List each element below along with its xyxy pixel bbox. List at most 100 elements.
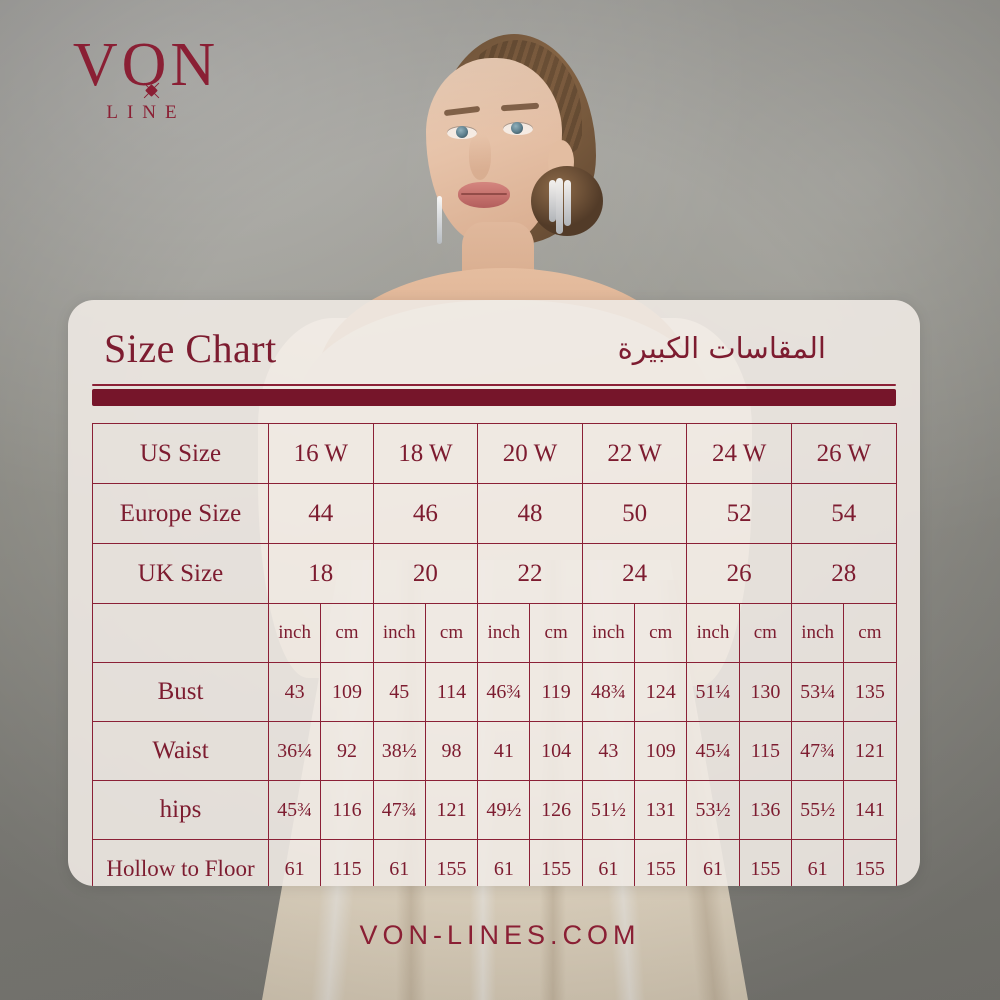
unit-header: inch xyxy=(477,603,531,663)
cell-europe-size-1: 44 xyxy=(268,483,374,544)
cell-hips: 51½ xyxy=(581,780,636,840)
cell-hollow-to-floor: 61 xyxy=(372,839,426,886)
cell-us-size-3: 20 W xyxy=(477,423,583,484)
cell-us-size-4: 22 W xyxy=(581,423,688,484)
cell-waist: 36¼ xyxy=(267,721,322,781)
unit-header: inch xyxy=(686,603,740,663)
row-label-hips: hips xyxy=(92,780,269,840)
table-row: US Size 16 W 18 W 20 W 22 W 24 W 26 W xyxy=(92,423,897,484)
unit-header: cm xyxy=(634,603,688,663)
cell-waist: 115 xyxy=(738,721,792,781)
cell-hips: 49½ xyxy=(477,780,531,840)
cell-us-size-6: 26 W xyxy=(790,423,897,484)
cell-bust: 45 xyxy=(372,662,426,722)
cell-hollow-to-floor: 155 xyxy=(843,839,897,886)
website-url[interactable]: VON-LINES.COM xyxy=(359,920,641,950)
cell-hips: 45¾ xyxy=(267,780,322,840)
unit-header: inch xyxy=(581,603,636,663)
earring-strand-b xyxy=(564,180,571,226)
cell-hollow-to-floor: 61 xyxy=(267,839,322,886)
cell-hips: 121 xyxy=(424,780,479,840)
cell-waist: 45¼ xyxy=(686,721,740,781)
table-row: UK Size 18 20 22 24 26 28 xyxy=(92,543,897,604)
logo-subtext: LINE xyxy=(106,102,186,123)
unit-header: cm xyxy=(843,603,897,663)
unit-header: cm xyxy=(738,603,792,663)
table-row: hips 45¾ 116 47¾ 121 49½ 126 51½ 131 53½… xyxy=(92,780,897,840)
cell-bust: 114 xyxy=(424,662,479,722)
cell-hips: 141 xyxy=(843,780,897,840)
brand-logo: VON LINE xyxy=(46,34,246,124)
iris-left xyxy=(456,126,468,138)
unit-header: inch xyxy=(267,603,322,663)
table-row: Waist 36¼ 92 38½ 98 41 104 43 109 45¼ 11… xyxy=(92,721,897,781)
row-label-units xyxy=(92,603,269,663)
cell-uk-size-6: 28 xyxy=(790,543,897,604)
size-table-wrapper: US Size 16 W 18 W 20 W 22 W 24 W 26 W Eu… xyxy=(92,423,897,886)
cell-hollow-to-floor: 61 xyxy=(686,839,740,886)
cell-hollow-to-floor: 61 xyxy=(477,839,531,886)
cell-waist: 92 xyxy=(320,721,374,781)
cell-waist: 109 xyxy=(634,721,688,781)
earring-strand-c xyxy=(549,180,556,222)
table-row-units: inch cm inch cm inch cm inch cm inch cm … xyxy=(92,603,897,663)
cell-bust: 46¾ xyxy=(477,662,531,722)
cell-uk-size-2: 20 xyxy=(372,543,479,604)
lips xyxy=(458,182,510,208)
unit-header: inch xyxy=(790,603,845,663)
cell-bust: 51¼ xyxy=(686,662,740,722)
page-title: Size Chart xyxy=(104,326,277,371)
cell-us-size-5: 24 W xyxy=(686,423,792,484)
divider-thin xyxy=(92,384,896,386)
card-header: Size Chart المقاسات الكبيرة xyxy=(96,320,892,378)
cell-waist: 38½ xyxy=(372,721,426,781)
cell-bust: 43 xyxy=(267,662,322,722)
cell-uk-size-4: 24 xyxy=(581,543,688,604)
table-row: Europe Size 44 46 48 50 52 54 xyxy=(92,483,897,544)
cell-waist: 41 xyxy=(477,721,531,781)
cell-hips: 136 xyxy=(738,780,792,840)
cell-europe-size-4: 50 xyxy=(581,483,688,544)
cell-bust: 124 xyxy=(634,662,688,722)
unit-header: inch xyxy=(372,603,426,663)
table-row: Hollow to Floor 61 115 61 155 61 155 61 … xyxy=(92,839,897,886)
row-label-uk-size: UK Size xyxy=(92,543,269,604)
cell-europe-size-6: 54 xyxy=(790,483,897,544)
cell-hollow-to-floor: 115 xyxy=(320,839,374,886)
logo-wordmark: VON xyxy=(72,31,220,99)
cell-waist: 121 xyxy=(843,721,897,781)
cell-us-size-1: 16 W xyxy=(268,423,374,484)
cell-hollow-to-floor: 61 xyxy=(790,839,845,886)
cell-hips: 53½ xyxy=(686,780,740,840)
iris-right xyxy=(511,122,523,134)
cell-bust: 48¾ xyxy=(581,662,636,722)
cell-uk-size-5: 26 xyxy=(686,543,792,604)
unit-header: cm xyxy=(424,603,479,663)
diamond-star-icon xyxy=(145,84,158,97)
cell-us-size-2: 18 W xyxy=(372,423,479,484)
row-label-us-size: US Size xyxy=(92,423,269,484)
cell-hollow-to-floor: 155 xyxy=(738,839,792,886)
cell-hips: 47¾ xyxy=(372,780,426,840)
divider-bar xyxy=(92,389,896,406)
cell-hollow-to-floor: 155 xyxy=(634,839,688,886)
cell-waist: 104 xyxy=(529,721,583,781)
earring-strand-a xyxy=(556,178,563,234)
cell-uk-size-3: 22 xyxy=(477,543,583,604)
row-label-waist: Waist xyxy=(92,721,269,781)
cell-bust: 119 xyxy=(529,662,583,722)
cell-bust: 135 xyxy=(843,662,897,722)
cell-bust: 109 xyxy=(320,662,374,722)
cell-bust: 53¼ xyxy=(790,662,845,722)
nose xyxy=(469,134,491,180)
lip-line xyxy=(461,193,507,195)
earring-strand-far xyxy=(437,196,442,244)
cell-waist: 98 xyxy=(424,721,479,781)
size-chart-card: Size Chart المقاسات الكبيرة xyxy=(68,300,920,886)
unit-header: cm xyxy=(320,603,374,663)
cell-bust: 130 xyxy=(738,662,792,722)
table-row: Bust 43 109 45 114 46¾ 119 48¾ 124 51¼ 1… xyxy=(92,662,897,722)
cell-hips: 116 xyxy=(320,780,374,840)
size-table: US Size 16 W 18 W 20 W 22 W 24 W 26 W Eu… xyxy=(92,423,897,886)
row-label-hollow-to-floor: Hollow to Floor xyxy=(92,839,269,886)
